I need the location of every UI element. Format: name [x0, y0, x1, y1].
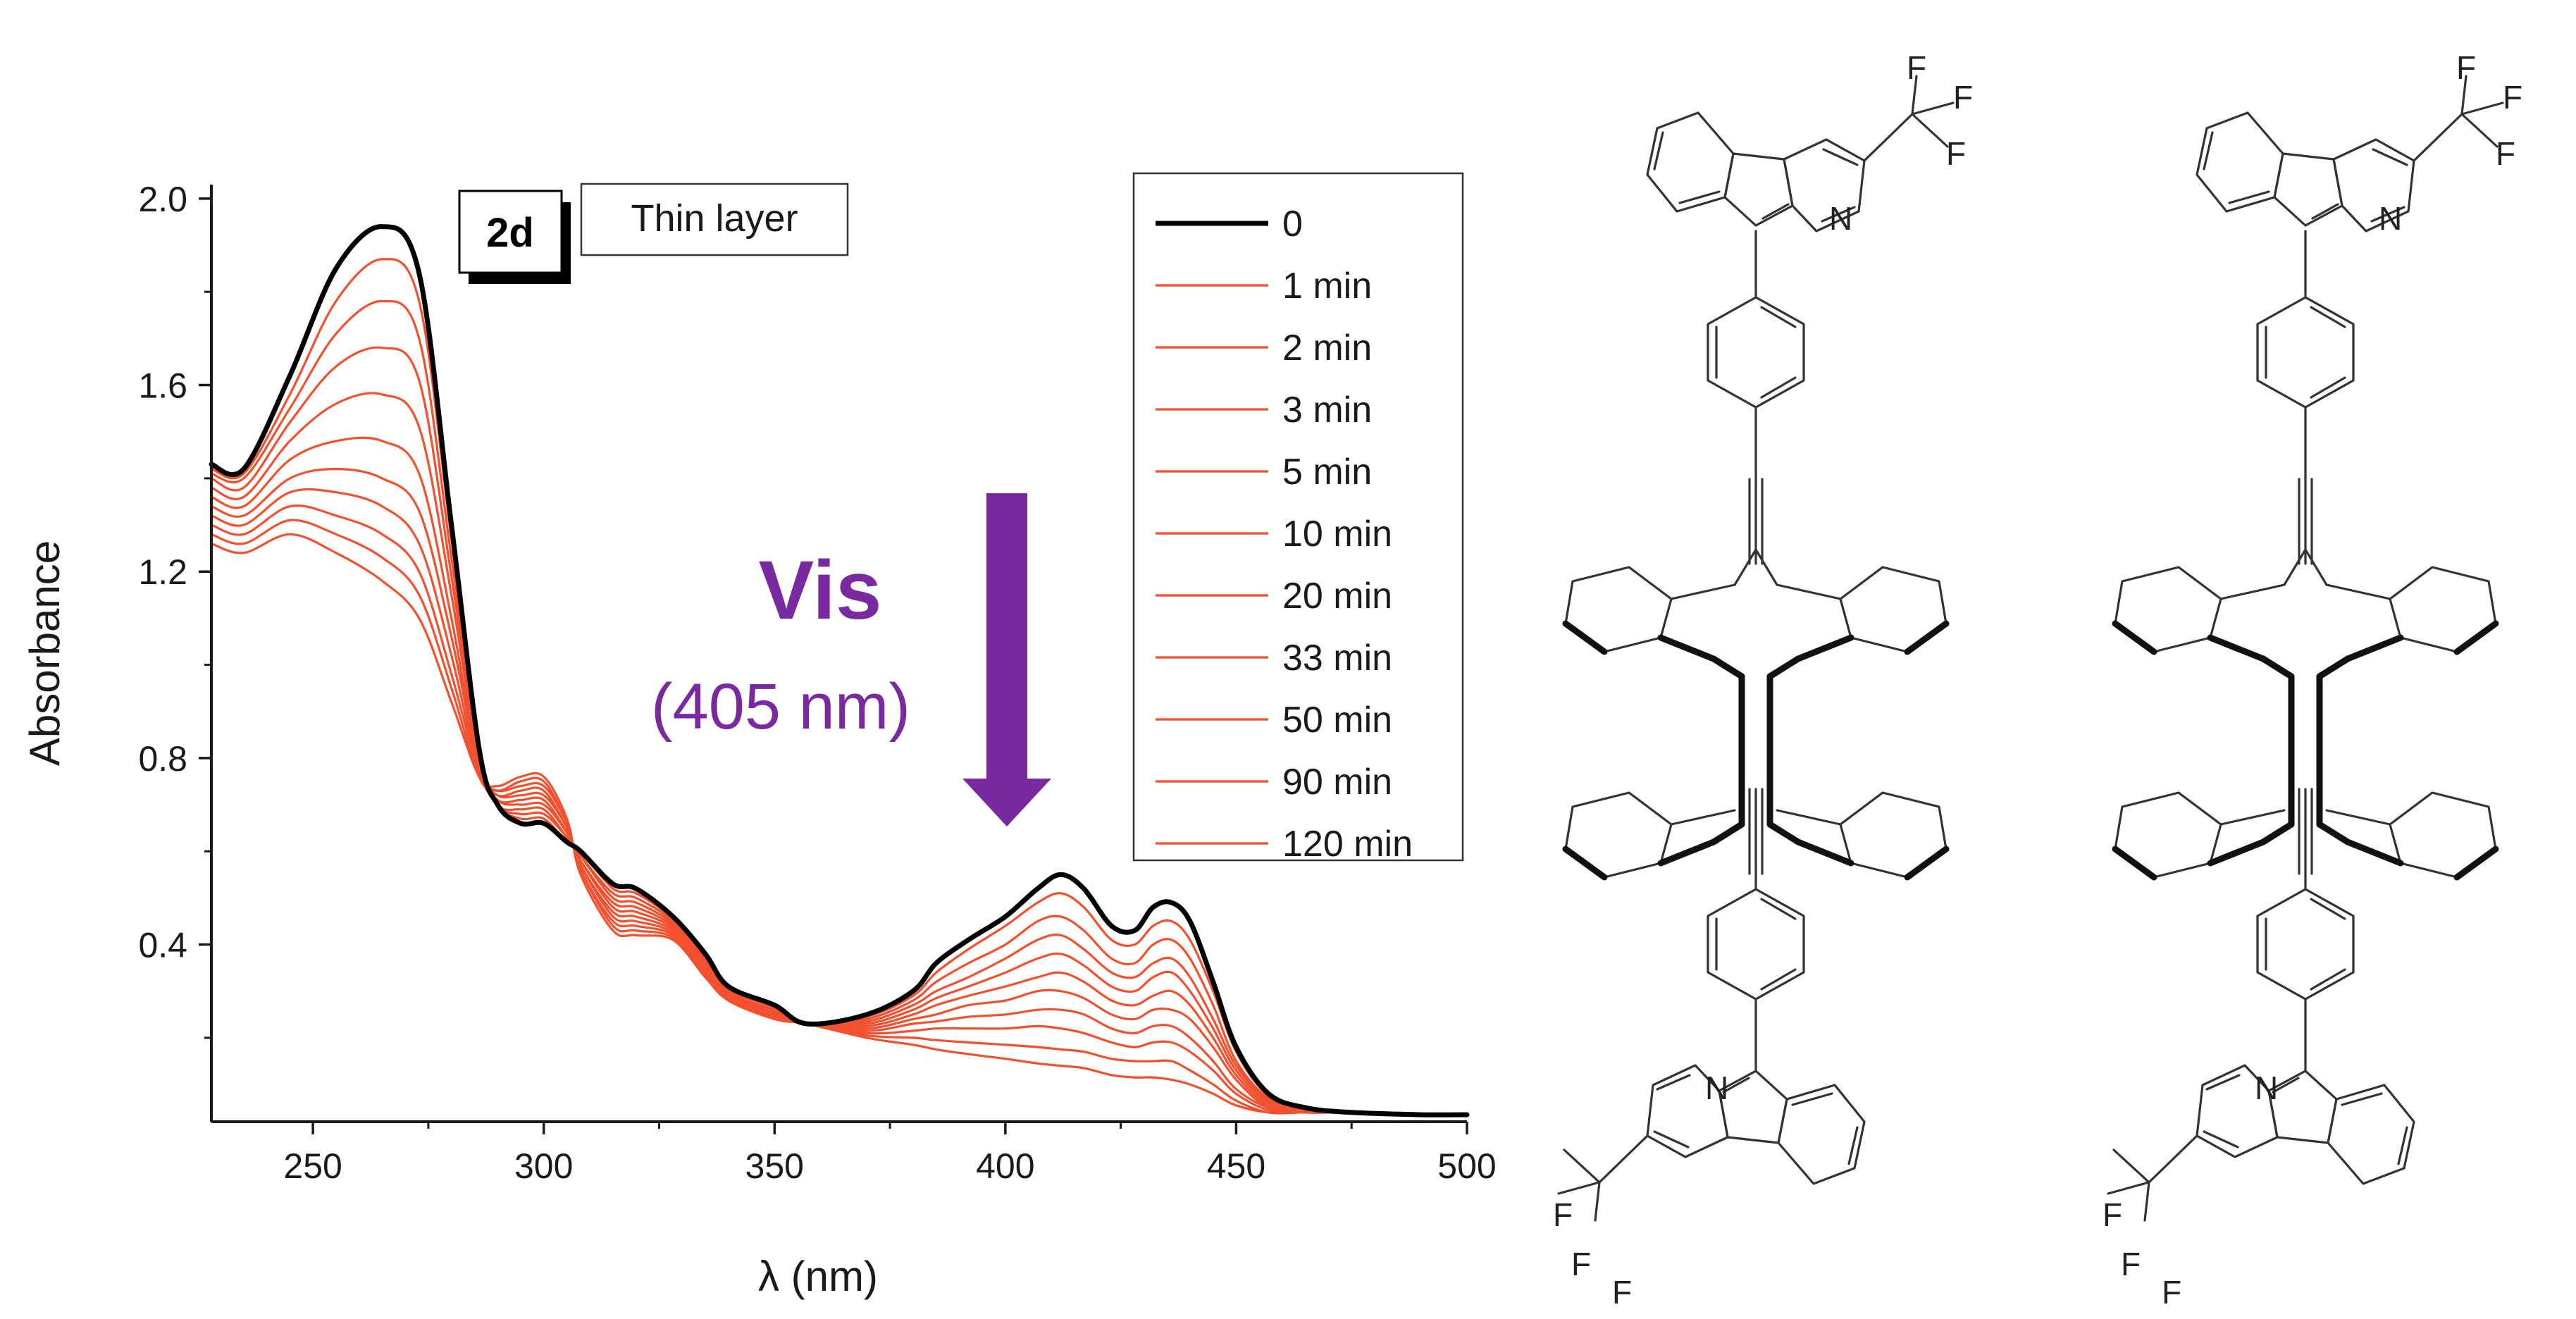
- atom-f2-bottom-left: F: [1571, 1246, 1591, 1282]
- atom-n-top-right: N: [2379, 200, 2402, 237]
- atom-f1-top-left: F: [1907, 49, 1926, 86]
- series-line-2-min: [210, 299, 1468, 1116]
- structure-right: N F F F N F F F: [2103, 49, 2522, 1311]
- legend-label: 33 min: [1282, 638, 1392, 679]
- y-tick-label: 1.6: [138, 366, 187, 406]
- y-axis-title: Absorbance: [21, 540, 68, 766]
- atom-f3-top-left: F: [1946, 135, 1966, 172]
- atom-f3-top-right: F: [2496, 135, 2515, 172]
- wavelength-label: (405 nm): [651, 671, 910, 743]
- fluorenylpyridine-bottom: [1646, 1064, 1866, 1185]
- phenylene-bottom-right: [2256, 888, 2355, 1001]
- sample-tag: 2d: [458, 190, 571, 284]
- x-tick-label: 300: [514, 1146, 573, 1186]
- x-tick-label: 350: [745, 1146, 804, 1186]
- legend-items: 0 1 min 2 min 3 min 5 min 10 min 20 min 33 min 5…: [1156, 204, 1413, 865]
- x-ticks: 250 300 350 400 450 500: [283, 1122, 1497, 1186]
- phenylene-top-right: [2256, 296, 2355, 409]
- series-layer: [209, 224, 1470, 1117]
- atom-f2-bottom-right: F: [2121, 1246, 2141, 1282]
- legend-label: 50 min: [1282, 700, 1392, 741]
- y-tick-label: 0.4: [138, 926, 187, 965]
- sample-tag-box: [458, 190, 563, 274]
- irradiation-annotation: Vis (405 nm): [651, 493, 1051, 826]
- y-ticks: 0.4 0.8 1.2 1.6 2.0: [138, 180, 211, 1039]
- fluorenylpyridine-top: N F F F: [1646, 49, 1973, 237]
- y-tick-label: 0.8: [138, 739, 187, 779]
- legend-label: 1 min: [1282, 266, 1372, 306]
- x-axis-title: λ (nm): [758, 1253, 878, 1300]
- absorbance-chart: 250 300 350 400 450 500 0.4 0.8 1.2 1.6 2.0 λ (nm…: [21, 172, 1497, 1300]
- x-tick-label: 450: [1207, 1146, 1265, 1186]
- x-tick-label: 400: [976, 1146, 1034, 1186]
- x-tick-label: 500: [1437, 1146, 1496, 1186]
- legend-label: 5 min: [1282, 452, 1372, 493]
- condition-box: Thin layer: [580, 182, 849, 256]
- atom-n-bottom-left: N: [1705, 1070, 1728, 1106]
- atom-f1-bottom-right: F: [2103, 1196, 2122, 1233]
- molecular-structures: N F F F N F F F N F F F: [1553, 49, 2522, 1311]
- axes: [210, 185, 1467, 1123]
- atom-f3-bottom-left: F: [1612, 1274, 1632, 1311]
- legend-label: 90 min: [1282, 762, 1392, 803]
- legend-label: 120 min: [1282, 824, 1413, 865]
- y-tick-label: 1.2: [138, 552, 187, 592]
- legend-label: 0: [1282, 204, 1303, 244]
- series-line-initial: [209, 224, 1470, 1117]
- y-tick-label: 2.0: [138, 180, 187, 219]
- atom-f3-bottom-right: F: [2162, 1274, 2181, 1311]
- atom-f1-top-right: F: [2456, 49, 2476, 86]
- legend-label: 3 min: [1282, 390, 1372, 431]
- arrow-shaft: [986, 493, 1027, 782]
- fluorenylpyridine-top-right: N F F F: [2196, 49, 2522, 237]
- arrow-head: [962, 779, 1051, 826]
- condition-box-frame: [580, 182, 849, 256]
- atom-n-bottom-right: N: [2255, 1070, 2278, 1106]
- atom-f1-bottom-left: F: [1553, 1196, 1573, 1233]
- vis-label: Vis: [759, 544, 882, 637]
- atom-f2-top-left: F: [1953, 79, 1973, 116]
- legend-label: 2 min: [1282, 328, 1372, 369]
- fluorenylpyridine-bottom-right: [2196, 1064, 2415, 1185]
- phenylene-bottom-left: [1707, 888, 1805, 1001]
- structure-left: N F F F N F F F: [1553, 49, 1973, 1311]
- legend-frame: [1132, 172, 1464, 862]
- legend-label: 20 min: [1282, 576, 1392, 617]
- sample-tag-label: 2d: [486, 210, 534, 256]
- legend: 0 1 min 2 min 3 min 5 min 10 min 20 min 33 min 5…: [1132, 172, 1464, 865]
- phenylene-top-left: [1707, 296, 1805, 409]
- atom-f2-top-right: F: [2503, 79, 2522, 116]
- legend-label: 10 min: [1282, 514, 1392, 555]
- condition-label: Thin layer: [631, 197, 798, 240]
- atom-n-top-left: N: [1829, 200, 1852, 237]
- x-tick-label: 250: [283, 1146, 342, 1186]
- alkyne-bottom-left: [1748, 788, 1764, 875]
- alkyne-bottom-right: [2298, 788, 2313, 875]
